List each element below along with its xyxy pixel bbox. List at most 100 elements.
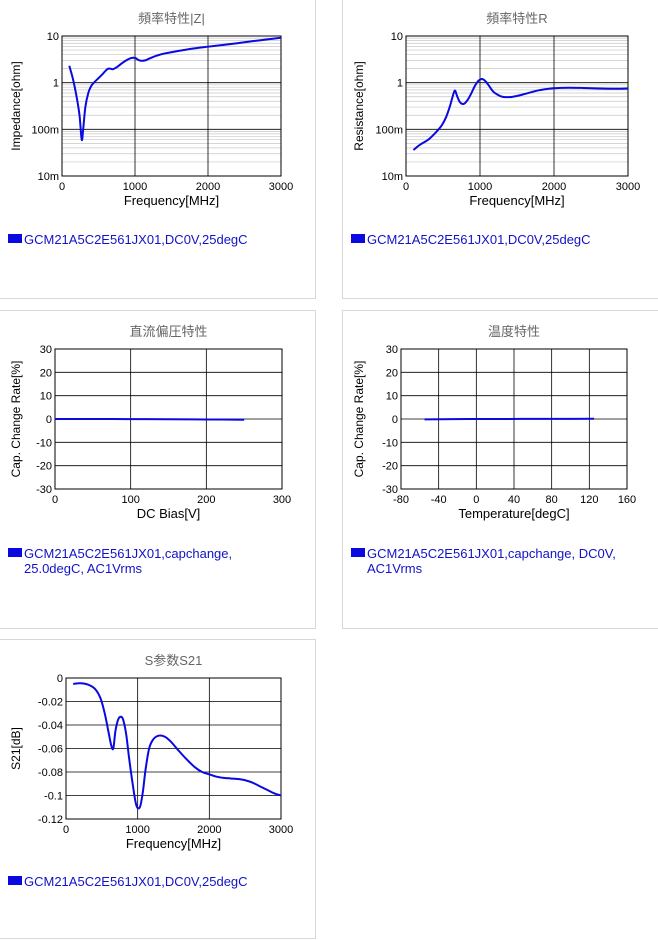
x-tick-label: 3000: [269, 824, 293, 836]
x-axis-label: Frequency[MHz]: [126, 836, 221, 851]
x-tick-label: 0: [403, 181, 409, 193]
series-line: [424, 417, 595, 421]
y-axis-label: Resistance[ohm]: [352, 61, 366, 150]
y-tick-label: -0.08: [38, 767, 63, 779]
series-line: [55, 417, 245, 421]
y-tick-label: 100m: [31, 124, 59, 136]
chart-card-temperature: 温度特性 -30 -20 -10 0 10 20 30 -80 -40 0 40 80 120 160 Tem…: [342, 310, 658, 629]
x-tick-label: 300: [273, 494, 291, 506]
y-tick-label: 10m: [38, 171, 59, 183]
x-axis-label: DC Bias[V]: [137, 506, 201, 521]
chart-title: 温度特性: [488, 324, 540, 339]
y-tick-label: 20: [386, 367, 398, 379]
series-line: [68, 36, 281, 142]
legend-label-line2: 25.0degC, AC1Vrms: [24, 561, 143, 576]
temperature-legend: GCM21A5C2E561JX01,capchange, DC0V, AC1Vr…: [351, 546, 616, 576]
s21-legend: GCM21A5C2E561JX01,DC0V,25degC: [8, 874, 248, 889]
x-tick-label: -80: [393, 494, 409, 506]
x-tick-label: 100: [121, 494, 139, 506]
legend-swatch: [351, 548, 365, 557]
y-tick-label: 10: [386, 391, 398, 403]
x-tick-label: 120: [580, 494, 598, 506]
x-tick-label: 1000: [123, 181, 147, 193]
x-tick-label: -40: [431, 494, 447, 506]
x-axis-label: Frequency[MHz]: [469, 193, 564, 208]
legend-label: GCM21A5C2E561JX01,DC0V,25degC: [24, 232, 248, 247]
plot-frame: [405, 35, 629, 177]
y-tick-label: -0.04: [38, 720, 63, 732]
chart-title: 頻率特性R: [486, 11, 547, 26]
impedance-legend: GCM21A5C2E561JX01,DC0V,25degC: [8, 232, 248, 247]
y-axis-label: S21[dB]: [9, 727, 23, 770]
plot-frame: [61, 35, 282, 177]
legend-label: GCM21A5C2E561JX01,DC0V,25degC: [367, 232, 591, 247]
s21-chart: S参数S21 -0.12 -0.1 -0.08 -0.06 -0.04 -0.02 0 0 100…: [9, 653, 293, 851]
resistance-legend: GCM21A5C2E561JX01,DC0V,25degC: [351, 232, 591, 247]
y-tick-label: 1: [397, 78, 403, 90]
y-tick-label: -10: [382, 437, 398, 449]
legend-label: GCM21A5C2E561JX01,capchange, DC0V,: [367, 546, 616, 561]
chart-title: 頻率特性|Z|: [138, 11, 205, 26]
chart-card-dc-bias: 直流偏圧特性 -30 -20 -10 0 10 20 30 0 100 200 300 DC Bias[…: [0, 310, 316, 629]
y-tick-label: 30: [386, 344, 398, 356]
y-tick-label: -0.02: [38, 697, 63, 709]
legend-swatch: [8, 234, 22, 243]
legend-swatch: [8, 548, 22, 557]
y-axis-label: Impedance[ohm]: [9, 61, 23, 150]
x-tick-label: 0: [63, 824, 69, 836]
x-tick-label: 2000: [197, 824, 221, 836]
y-tick-label: 0: [392, 414, 398, 426]
plot-area: [406, 36, 628, 176]
chart-card-impedance: 頻率特性|Z| 10m 100m 1 10 0 1000 2000 3000 Frequency[…: [0, 0, 316, 299]
y-tick-label: 30: [40, 344, 52, 356]
x-axis-label: Temperature[degC]: [458, 506, 569, 521]
legend-label: GCM21A5C2E561JX01,DC0V,25degC: [24, 874, 248, 889]
y-tick-label: -20: [36, 461, 52, 473]
y-tick-label: 20: [40, 367, 52, 379]
plot-frame: [400, 348, 628, 490]
resistance-chart: 頻率特性R 10m 100m 1 10 0 1000 2000 3000 Frequency[MH…: [352, 11, 640, 208]
y-tick-label: -0.12: [38, 814, 63, 826]
legend-label-line2: AC1Vrms: [367, 561, 423, 576]
x-axis-label: Frequency[MHz]: [124, 193, 219, 208]
y-tick-label: 10: [391, 31, 403, 43]
x-tick-label: 1000: [125, 824, 149, 836]
legend-label: GCM21A5C2E561JX01,capchange,: [24, 546, 233, 561]
legend-swatch: [351, 234, 365, 243]
x-tick-label: 2000: [542, 181, 566, 193]
plot-area: [62, 36, 281, 176]
series-line: [412, 77, 628, 151]
y-tick-label: 10: [40, 391, 52, 403]
x-tick-label: 200: [197, 494, 215, 506]
y-tick-label: -30: [382, 484, 398, 496]
x-tick-label: 1000: [468, 181, 492, 193]
impedance-chart: 頻率特性|Z| 10m 100m 1 10 0 1000 2000 3000 Frequency[…: [9, 11, 293, 208]
dc-bias-legend: GCM21A5C2E561JX01,capchange, 25.0degC, A…: [8, 546, 232, 576]
y-tick-label: 0: [57, 673, 63, 685]
chart-title: S参数S21: [145, 653, 203, 668]
y-axis-label: Cap. Change Rate[%]: [9, 361, 23, 478]
chart-title: 直流偏圧特性: [129, 324, 207, 339]
y-tick-label: 1: [53, 78, 59, 90]
x-tick-label: 40: [508, 494, 520, 506]
temperature-chart: 温度特性 -30 -20 -10 0 10 20 30 -80 -40 0 40 80 120 160 Tem…: [352, 324, 636, 521]
legend-swatch: [8, 876, 22, 885]
y-tick-label: -20: [382, 461, 398, 473]
x-tick-label: 2000: [196, 181, 220, 193]
y-tick-label: -30: [36, 484, 52, 496]
y-axis-label: Cap. Change Rate[%]: [352, 361, 366, 478]
plot-frame: [65, 677, 282, 820]
x-tick-label: 0: [52, 494, 58, 506]
y-tick-label: 10m: [382, 171, 403, 183]
chart-card-resistance: 頻率特性R 10m 100m 1 10 0 1000 2000 3000 Frequency[MH…: [342, 0, 658, 299]
y-tick-label: -0.1: [44, 791, 63, 803]
chart-card-s21: S参数S21 -0.12 -0.1 -0.08 -0.06 -0.04 -0.02 0 0 100…: [0, 639, 316, 939]
x-tick-label: 0: [473, 494, 479, 506]
y-tick-label: 100m: [375, 124, 403, 136]
y-tick-label: -10: [36, 437, 52, 449]
x-tick-label: 160: [618, 494, 636, 506]
x-tick-label: 3000: [269, 181, 293, 193]
y-tick-label: -0.06: [38, 744, 63, 756]
series-line: [73, 682, 281, 810]
